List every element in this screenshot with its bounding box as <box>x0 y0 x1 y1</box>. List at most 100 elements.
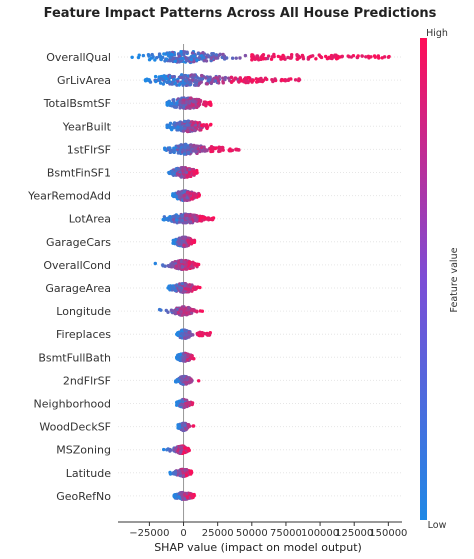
shap-point <box>182 198 187 202</box>
shap-point <box>224 56 229 60</box>
shap-point <box>194 218 199 222</box>
shap-point <box>183 404 187 409</box>
shap-point <box>295 57 299 61</box>
x-tick-label: 75000 <box>270 528 302 539</box>
shap-point <box>185 190 190 195</box>
shap-point <box>170 75 175 79</box>
shap-point <box>364 55 368 59</box>
shap-point <box>190 494 195 498</box>
shap-point <box>172 194 176 199</box>
shap-point <box>196 51 200 56</box>
shap-point <box>255 54 260 58</box>
shap-point <box>186 74 190 78</box>
shap-point <box>170 215 175 219</box>
shap-point <box>185 175 189 179</box>
shap-point <box>171 98 175 102</box>
shap-point <box>197 194 201 198</box>
shap-point <box>295 53 299 57</box>
shap-point <box>190 51 195 55</box>
shap-point <box>179 310 183 314</box>
shap-point <box>199 73 204 78</box>
shap-point <box>234 148 238 152</box>
shap-point <box>166 286 170 290</box>
shap-point <box>184 213 188 218</box>
shap-point <box>317 53 321 57</box>
shap-point <box>181 495 185 499</box>
feature-label: GarageArea <box>45 282 111 295</box>
points-layer <box>130 49 391 501</box>
shap-point <box>161 74 166 78</box>
x-tick-label: 100000 <box>301 528 339 539</box>
shap-point <box>177 242 182 246</box>
shap-point <box>194 78 198 83</box>
shap-point <box>185 244 189 248</box>
shap-point <box>186 287 191 291</box>
shap-point <box>190 126 195 130</box>
shap-point <box>273 77 277 81</box>
feature-label: 1stFlrSF <box>67 143 111 156</box>
shap-point <box>173 59 177 63</box>
shap-point <box>175 218 179 222</box>
shap-point <box>209 56 213 61</box>
shap-point <box>196 262 201 267</box>
shap-point <box>173 493 177 497</box>
shap-point <box>180 101 185 105</box>
shap-point <box>182 81 187 86</box>
shap-point <box>162 52 166 56</box>
shap-point <box>261 56 265 60</box>
feature-row-points <box>143 73 302 88</box>
shap-point <box>245 79 249 84</box>
shap-point <box>179 49 183 54</box>
shap-point <box>181 236 185 241</box>
feature-row-points <box>175 328 212 340</box>
shap-point <box>334 57 339 61</box>
shap-point <box>153 261 157 266</box>
shap-point <box>190 308 194 312</box>
shap-point <box>189 311 194 315</box>
feature-label: Latitude <box>66 467 112 480</box>
shap-point <box>179 378 184 383</box>
shap-point <box>137 53 141 57</box>
shap-point <box>182 189 187 194</box>
shap-point <box>175 83 179 87</box>
shap-point <box>171 148 176 153</box>
feature-row-points <box>162 142 241 156</box>
shap-point <box>185 123 189 127</box>
feature-label: OverallQual <box>46 51 111 64</box>
shap-point <box>188 379 193 383</box>
shap-point <box>205 53 210 57</box>
shap-point <box>237 79 241 84</box>
shap-point <box>180 491 184 495</box>
colorbar <box>420 38 427 520</box>
shap-point <box>188 96 192 101</box>
shap-point <box>175 171 180 176</box>
shap-point <box>191 424 196 428</box>
shap-point <box>181 148 185 152</box>
shap-point <box>158 81 163 85</box>
shap-point <box>170 264 175 268</box>
feature-label: GrLivArea <box>57 74 111 87</box>
shap-point <box>382 55 387 59</box>
shap-point <box>202 56 206 60</box>
shap-point <box>180 332 184 336</box>
shap-point <box>170 52 174 57</box>
shap-point <box>188 143 193 147</box>
shap-point <box>186 290 191 294</box>
shap-point <box>182 374 187 379</box>
feature-row-points <box>157 305 205 317</box>
feature-label: MSZoning <box>56 444 111 457</box>
shap-point <box>167 146 172 150</box>
shap-point <box>161 263 165 267</box>
shap-point <box>186 240 191 244</box>
shap-point <box>258 79 263 83</box>
shap-point <box>208 123 213 127</box>
shap-point <box>266 54 271 58</box>
shap-point <box>187 283 192 287</box>
shap-point <box>189 472 193 476</box>
shap-point <box>184 473 189 478</box>
feature-row-points <box>172 490 196 501</box>
shap-point <box>191 121 196 125</box>
shap-point <box>196 285 200 289</box>
shap-point <box>366 54 371 59</box>
shap-point <box>197 81 202 86</box>
